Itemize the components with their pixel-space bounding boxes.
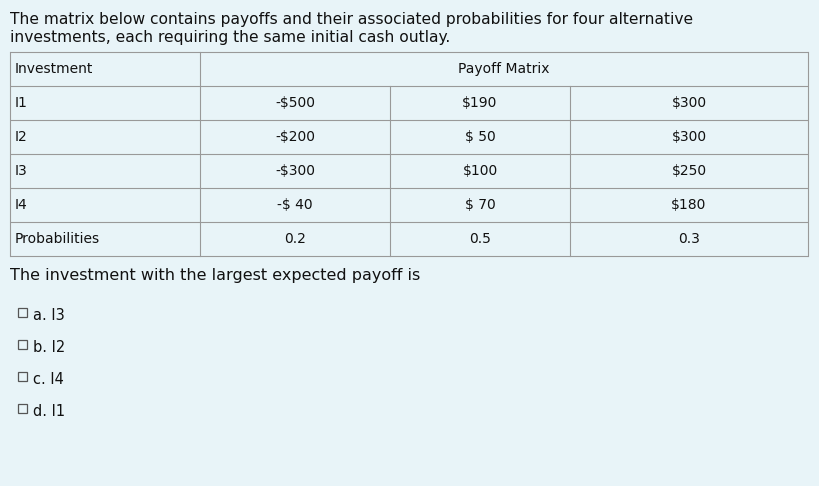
Text: -$500: -$500: [275, 96, 315, 110]
Text: b. I2: b. I2: [33, 340, 66, 355]
Bar: [18, 404, 27, 413]
Text: -$ 40: -$ 40: [277, 198, 313, 212]
Text: I2: I2: [15, 130, 28, 144]
Bar: [18, 340, 27, 349]
Text: $300: $300: [672, 96, 707, 110]
Text: $300: $300: [672, 130, 707, 144]
Text: $180: $180: [672, 198, 707, 212]
Text: The investment with the largest expected payoff is: The investment with the largest expected…: [10, 268, 420, 283]
Text: c. I4: c. I4: [33, 372, 64, 387]
Text: investments, each requiring the same initial cash outlay.: investments, each requiring the same ini…: [10, 30, 450, 45]
Text: I4: I4: [15, 198, 28, 212]
Text: Payoff Matrix: Payoff Matrix: [459, 62, 550, 76]
Bar: [18, 308, 27, 317]
Text: 0.5: 0.5: [469, 232, 491, 246]
Text: $250: $250: [672, 164, 707, 178]
Text: $ 50: $ 50: [464, 130, 495, 144]
Text: 0.3: 0.3: [678, 232, 700, 246]
Text: $100: $100: [463, 164, 498, 178]
Text: d. I1: d. I1: [33, 404, 66, 419]
Bar: [18, 372, 27, 381]
Text: $ 70: $ 70: [464, 198, 495, 212]
Text: 0.2: 0.2: [284, 232, 306, 246]
Text: Probabilities: Probabilities: [15, 232, 100, 246]
Text: I1: I1: [15, 96, 28, 110]
Text: -$200: -$200: [275, 130, 315, 144]
Text: Investment: Investment: [15, 62, 93, 76]
Text: -$300: -$300: [275, 164, 315, 178]
Text: a. I3: a. I3: [33, 308, 65, 323]
Text: I3: I3: [15, 164, 28, 178]
Text: $190: $190: [462, 96, 498, 110]
Text: The matrix below contains payoffs and their associated probabilities for four al: The matrix below contains payoffs and th…: [10, 12, 693, 27]
